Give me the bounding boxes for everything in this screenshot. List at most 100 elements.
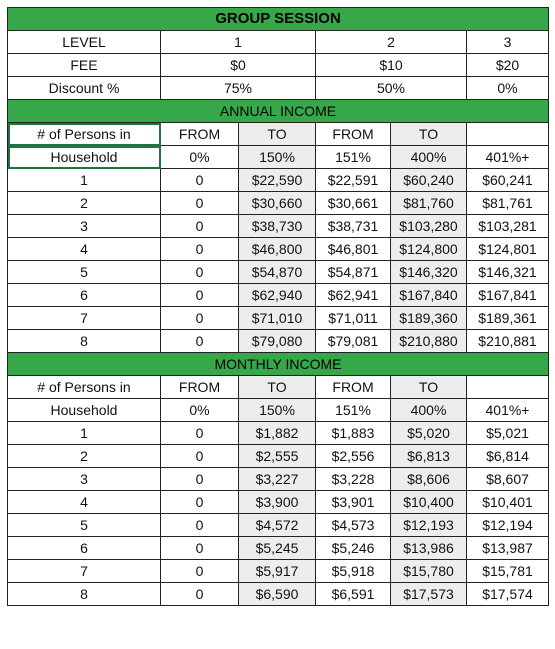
cell[interactable]: $12,193 <box>390 513 467 537</box>
discount-level-1-cell[interactable]: 75% <box>160 76 316 100</box>
cell[interactable]: 0 <box>160 421 239 445</box>
cell[interactable]: $22,591 <box>315 168 391 192</box>
cell[interactable]: $81,761 <box>466 191 549 215</box>
cell[interactable]: $5,246 <box>315 536 391 560</box>
cell[interactable]: $8,607 <box>466 467 549 491</box>
cell[interactable]: 0 <box>160 582 239 606</box>
cell[interactable]: $6,591 <box>315 582 391 606</box>
annual-from-2-header[interactable]: FROM <box>315 122 391 146</box>
cell[interactable]: 7 <box>7 559 161 583</box>
monthly-persons-header[interactable]: # of Persons in <box>7 375 161 399</box>
cell[interactable]: $46,800 <box>238 237 316 261</box>
cell[interactable]: $210,880 <box>390 329 467 353</box>
annual-to-header[interactable]: TO <box>238 122 316 146</box>
cell[interactable]: $62,940 <box>238 283 316 307</box>
cell[interactable]: 0 <box>160 490 239 514</box>
monthly-pct-150[interactable]: 150% <box>238 398 316 422</box>
annual-pct-0[interactable]: 0% <box>160 145 239 169</box>
cell[interactable]: 0 <box>160 283 239 307</box>
cell[interactable]: 2 <box>7 444 161 468</box>
cell[interactable]: $13,986 <box>390 536 467 560</box>
cell[interactable]: 1 <box>7 168 161 192</box>
annual-pct-150[interactable]: 150% <box>238 145 316 169</box>
group-session-title[interactable]: GROUP SESSION <box>7 7 549 31</box>
discount-level-3-cell[interactable]: 0% <box>466 76 549 100</box>
cell[interactable]: $5,021 <box>466 421 549 445</box>
monthly-pct-401-plus[interactable]: 401%+ <box>466 398 549 422</box>
cell[interactable]: $146,321 <box>466 260 549 284</box>
cell[interactable]: 0 <box>160 306 239 330</box>
annual-pct-151[interactable]: 151% <box>315 145 391 169</box>
cell[interactable]: 5 <box>7 513 161 537</box>
cell[interactable]: $189,360 <box>390 306 467 330</box>
cell[interactable]: $146,320 <box>390 260 467 284</box>
cell[interactable]: $30,660 <box>238 191 316 215</box>
cell[interactable]: $1,882 <box>238 421 316 445</box>
cell[interactable]: $2,555 <box>238 444 316 468</box>
cell[interactable]: $13,987 <box>466 536 549 560</box>
cell[interactable]: $4,573 <box>315 513 391 537</box>
cell[interactable]: $17,573 <box>390 582 467 606</box>
cell[interactable]: 0 <box>160 214 239 238</box>
cell[interactable]: $38,730 <box>238 214 316 238</box>
cell[interactable]: $3,227 <box>238 467 316 491</box>
fee-level-3-cell[interactable]: $20 <box>466 53 549 77</box>
level-label[interactable]: LEVEL <box>7 30 161 54</box>
cell[interactable]: $30,661 <box>315 191 391 215</box>
monthly-household-header[interactable]: Household <box>7 398 161 422</box>
cell[interactable]: 8 <box>7 582 161 606</box>
cell[interactable]: $2,556 <box>315 444 391 468</box>
cell[interactable]: $17,574 <box>466 582 549 606</box>
cell[interactable]: 0 <box>160 536 239 560</box>
cell[interactable]: $60,241 <box>466 168 549 192</box>
cell[interactable]: 2 <box>7 191 161 215</box>
cell[interactable]: 3 <box>7 214 161 238</box>
annual-household-header[interactable]: Household <box>7 145 161 169</box>
cell[interactable]: $4,572 <box>238 513 316 537</box>
monthly-from-header[interactable]: FROM <box>160 375 239 399</box>
cell[interactable]: 4 <box>7 237 161 261</box>
fee-label[interactable]: FEE <box>7 53 161 77</box>
monthly-pct-400[interactable]: 400% <box>390 398 467 422</box>
cell[interactable]: $3,901 <box>315 490 391 514</box>
cell[interactable]: $189,361 <box>466 306 549 330</box>
cell[interactable]: $60,240 <box>390 168 467 192</box>
cell[interactable]: $1,883 <box>315 421 391 445</box>
annual-pct-400[interactable]: 400% <box>390 145 467 169</box>
cell[interactable]: $22,590 <box>238 168 316 192</box>
cell[interactable]: 5 <box>7 260 161 284</box>
cell[interactable]: $71,011 <box>315 306 391 330</box>
cell[interactable]: $167,840 <box>390 283 467 307</box>
cell[interactable]: $103,280 <box>390 214 467 238</box>
cell[interactable]: $5,245 <box>238 536 316 560</box>
cell[interactable]: 0 <box>160 444 239 468</box>
cell[interactable]: $103,281 <box>466 214 549 238</box>
discount-level-2-cell[interactable]: 50% <box>315 76 467 100</box>
cell[interactable]: $62,941 <box>315 283 391 307</box>
cell[interactable]: $10,400 <box>390 490 467 514</box>
level-2-cell[interactable]: 2 <box>315 30 467 54</box>
cell[interactable]: $167,841 <box>466 283 549 307</box>
cell[interactable]: 0 <box>160 168 239 192</box>
cell[interactable]: 1 <box>7 421 161 445</box>
cell[interactable]: $8,606 <box>390 467 467 491</box>
cell[interactable]: 7 <box>7 306 161 330</box>
cell[interactable]: $54,871 <box>315 260 391 284</box>
cell[interactable]: $38,731 <box>315 214 391 238</box>
cell[interactable]: $124,800 <box>390 237 467 261</box>
cell[interactable]: $5,918 <box>315 559 391 583</box>
cell[interactable]: $10,401 <box>466 490 549 514</box>
annual-blank-header[interactable] <box>466 122 549 146</box>
cell[interactable]: $5,020 <box>390 421 467 445</box>
cell[interactable]: $210,881 <box>466 329 549 353</box>
cell[interactable]: $3,228 <box>315 467 391 491</box>
cell[interactable]: 0 <box>160 559 239 583</box>
cell[interactable]: $6,813 <box>390 444 467 468</box>
monthly-from-2-header[interactable]: FROM <box>315 375 391 399</box>
cell[interactable]: $5,917 <box>238 559 316 583</box>
level-3-cell[interactable]: 3 <box>466 30 549 54</box>
monthly-blank-header[interactable] <box>466 375 549 399</box>
monthly-to-header[interactable]: TO <box>238 375 316 399</box>
discount-label[interactable]: Discount % <box>7 76 161 100</box>
cell[interactable]: 0 <box>160 191 239 215</box>
